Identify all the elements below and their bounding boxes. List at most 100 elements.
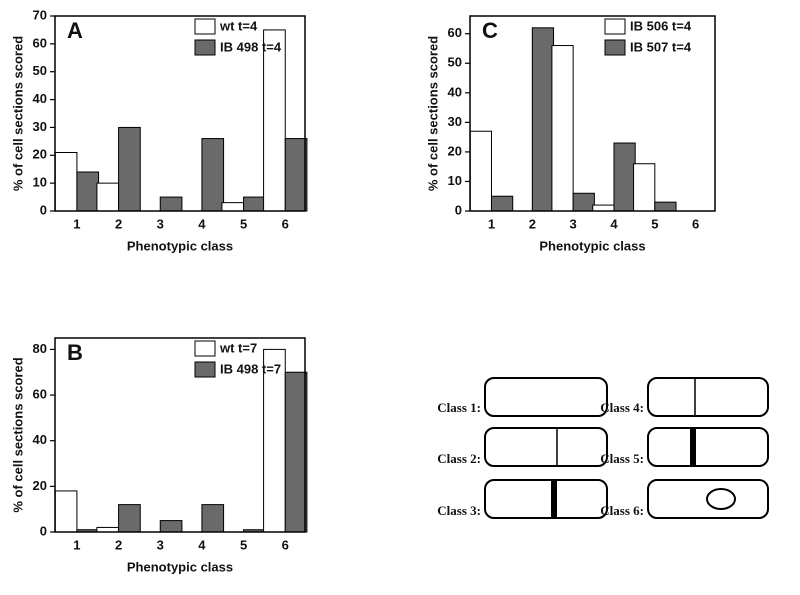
x-axis-label: Phenotypic class [127,238,233,253]
legend-swatch [194,361,216,378]
y-axis-label: % of cell sections scored [425,36,440,191]
bar [490,195,514,212]
bar [243,196,266,212]
legend-label: wt t=7 [219,340,257,355]
legend-swatch [604,18,626,35]
y-tick-label: 70 [33,7,47,22]
x-axis-label: Phenotypic class [127,559,233,574]
bar [572,192,595,212]
bar [201,138,225,212]
y-tick-label: 50 [33,63,47,78]
bar [118,126,141,212]
x-tick-label: 3 [570,216,577,231]
x-tick-label: 3 [157,216,164,231]
y-tick-label: 40 [33,91,47,106]
y-axis-label: % of cell sections scored [10,36,25,191]
bar [613,142,636,212]
x-tick-label: 1 [488,216,495,231]
bar [54,152,78,212]
y-axis-label: % of cell sections scored [10,357,25,512]
y-tick-label: 0 [40,202,47,217]
plot-frame [54,15,306,212]
panel-label: C [482,18,498,43]
bar [284,371,308,533]
plot-frame [54,337,306,533]
legend-label: IB 506 t=4 [630,18,692,33]
cell-shape [484,479,608,519]
bar [159,196,183,212]
cell-shape [647,377,769,417]
bar [118,504,141,533]
legend-label: IB 507 t=4 [630,39,692,54]
legend-label: wt t=4 [219,18,258,33]
x-axis-label: Phenotypic class [539,238,645,253]
x-tick-label: 2 [529,216,536,231]
x-tick-label: 5 [651,216,658,231]
panel-label: A [67,18,83,43]
class-label: Class 4: [600,400,644,415]
y-tick-label: 0 [455,202,462,217]
legend-swatch [604,39,626,56]
cell-shape [484,377,608,417]
x-tick-label: 1 [73,537,80,552]
legend-swatch [194,39,216,56]
y-tick-label: 60 [448,25,462,40]
legend-swatch [194,340,216,357]
bar [654,201,677,212]
bar [633,163,656,212]
y-tick-label: 80 [33,341,47,356]
legend-swatch [194,18,216,35]
legend-label: IB 498 t=4 [220,39,282,54]
plot-frame [469,15,716,212]
bar [263,29,286,212]
x-tick-label: 4 [610,216,618,231]
cell-shape [647,479,769,519]
x-tick-label: 2 [115,216,122,231]
bar [159,520,183,533]
bar [201,504,225,533]
y-tick-label: 60 [33,386,47,401]
class-label: Class 5: [600,451,644,466]
y-tick-label: 20 [33,478,47,493]
x-tick-label: 1 [73,216,80,231]
bar [221,202,245,212]
class-label: Class 2: [437,451,481,466]
bar [469,130,492,212]
cell-shape [484,427,608,467]
x-tick-label: 6 [692,216,699,231]
class-label: Class 6: [600,503,644,518]
y-tick-label: 30 [33,119,47,134]
y-tick-label: 30 [448,114,462,129]
bar [551,45,574,212]
x-tick-label: 5 [240,537,247,552]
bar [592,204,615,212]
x-tick-label: 5 [240,216,247,231]
cell-shape [647,427,769,467]
x-tick-label: 4 [198,216,206,231]
bar [76,171,100,212]
y-tick-label: 60 [33,35,47,50]
y-tick-label: 20 [448,143,462,158]
panel-label: B [67,340,83,365]
y-tick-label: 40 [33,432,47,447]
y-tick-label: 20 [33,147,47,162]
spore [706,488,736,510]
y-tick-label: 10 [33,175,47,190]
bar [54,490,78,533]
x-tick-label: 6 [282,537,289,552]
x-tick-label: 3 [157,537,164,552]
class-label: Class 3: [437,503,481,518]
class-label: Class 1: [437,400,481,415]
x-tick-label: 2 [115,537,122,552]
legend-label: IB 498 t=7 [220,361,281,376]
y-tick-label: 0 [40,523,47,538]
y-tick-label: 10 [448,173,462,188]
y-tick-label: 50 [448,55,462,70]
bar [96,182,120,212]
x-tick-label: 4 [198,537,206,552]
class-diagram [484,377,769,519]
y-tick-label: 40 [448,84,462,99]
x-tick-label: 6 [282,216,289,231]
bar [531,27,555,212]
